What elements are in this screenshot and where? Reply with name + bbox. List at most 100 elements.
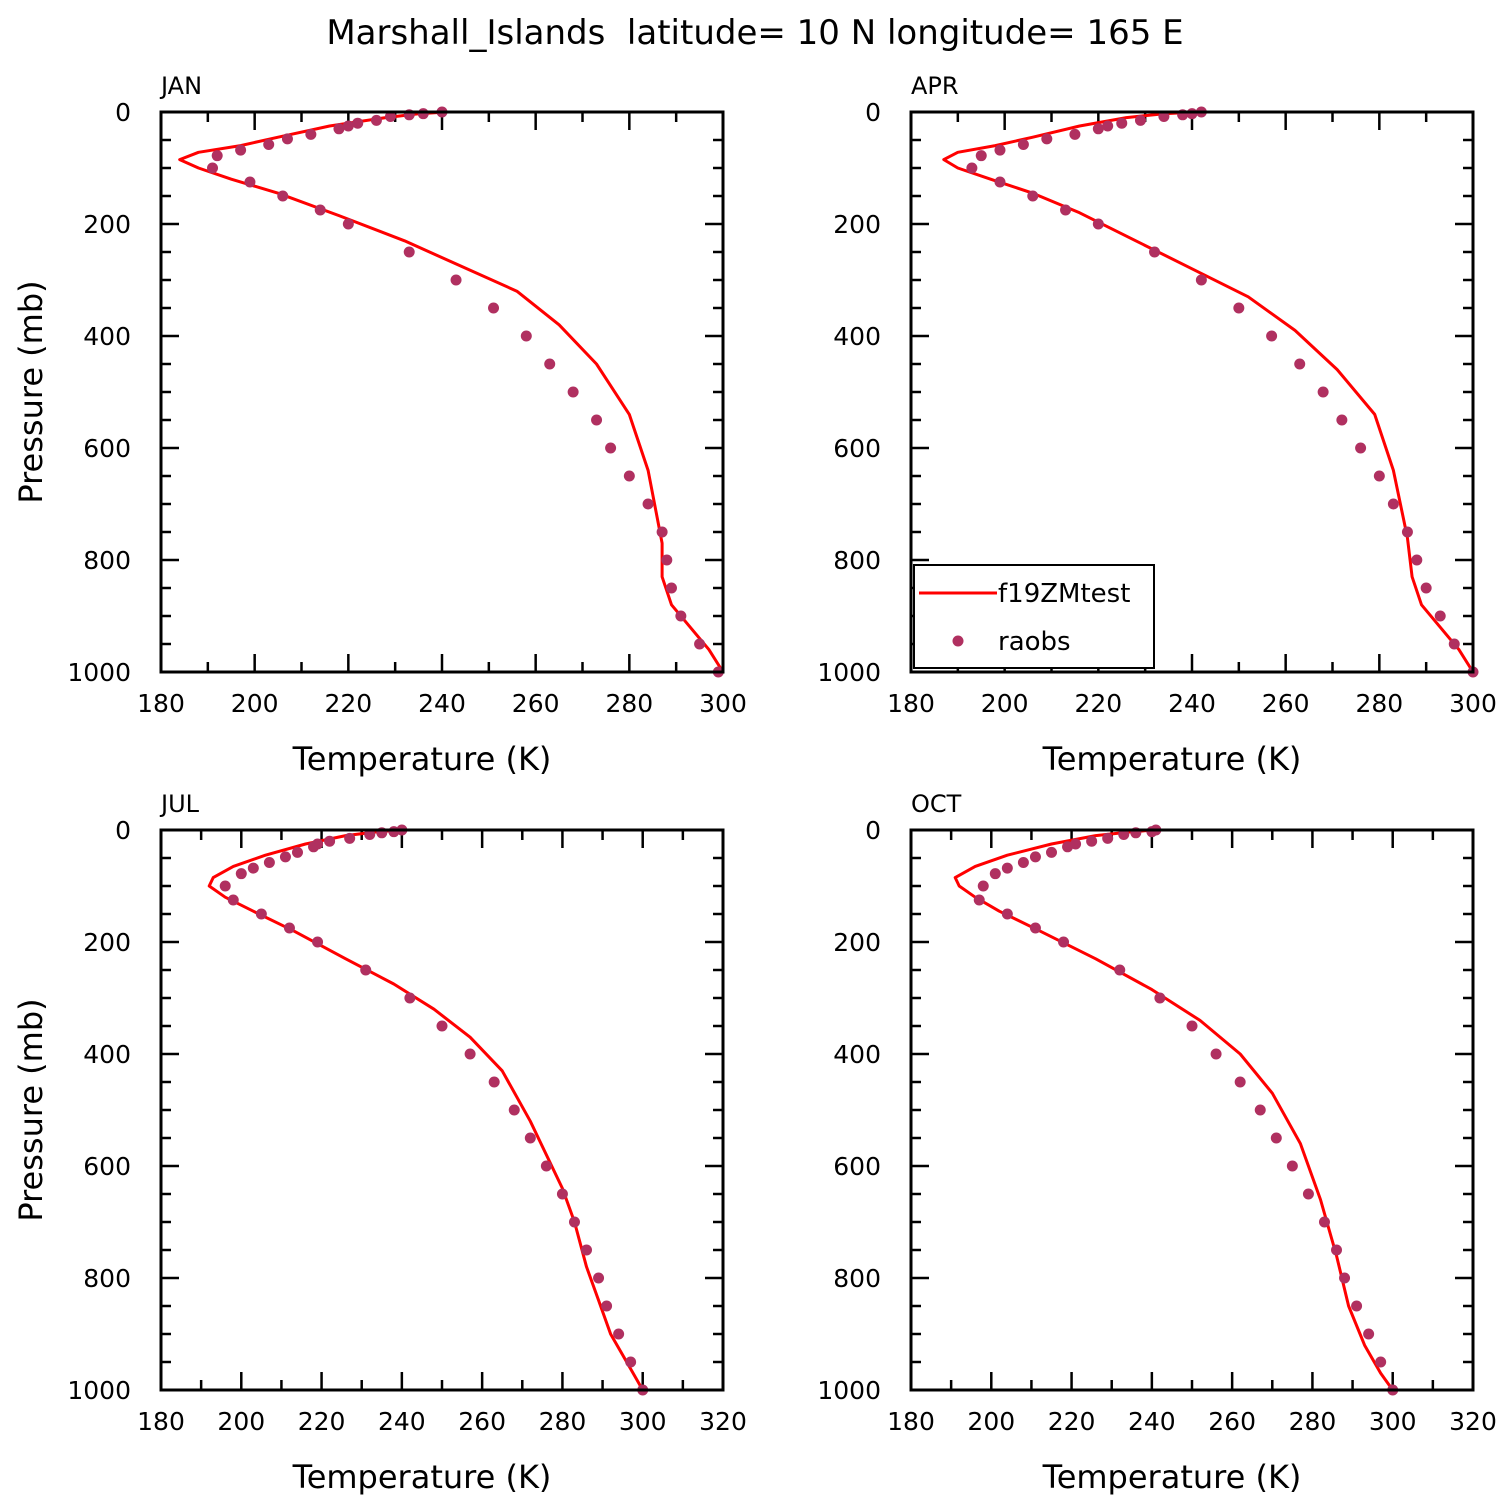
- raobs-point: [1401, 526, 1413, 538]
- raobs-point: [994, 144, 1006, 156]
- raobs-point: [1286, 1160, 1298, 1172]
- x-tick-label: 240: [1168, 689, 1216, 718]
- x-tick-label: 280: [539, 1407, 587, 1436]
- raobs-point: [1092, 123, 1104, 135]
- x-axis-label: Temperature (K): [292, 740, 552, 778]
- x-tick-label: 240: [1128, 1407, 1176, 1436]
- axis-frame-oct: [909, 828, 1475, 1392]
- raobs-point: [591, 414, 603, 426]
- raobs-point: [1317, 386, 1329, 398]
- x-tick-label: 240: [418, 689, 466, 718]
- raobs-point: [279, 851, 291, 863]
- x-tick-label: 300: [1449, 689, 1497, 718]
- axis-frame-apr: [909, 110, 1475, 674]
- raobs-point: [1387, 498, 1399, 510]
- raobs-point: [333, 123, 345, 135]
- y-tick-label: 200: [83, 210, 131, 239]
- y-tick-label: 1000: [817, 1376, 881, 1405]
- raobs-point: [656, 526, 668, 538]
- y-tick-label: 1000: [67, 1376, 131, 1405]
- x-tick-label: 260: [1262, 689, 1310, 718]
- raobs-point: [625, 1356, 637, 1368]
- raobs-point: [227, 894, 239, 906]
- x-tick-label: 300: [619, 1407, 667, 1436]
- raobs-point: [324, 835, 336, 847]
- plot-area-jul: [207, 824, 649, 1396]
- raobs-point: [1355, 442, 1367, 454]
- raobs-point: [642, 498, 654, 510]
- raobs-point: [1116, 117, 1128, 129]
- legend-model-label: f19ZMtest: [998, 579, 1130, 609]
- raobs-point: [1233, 302, 1245, 314]
- model-line-oct: [953, 828, 1394, 1391]
- y-axis-label: Pressure (mb): [12, 280, 50, 503]
- y-tick-label: 200: [833, 210, 881, 239]
- x-axis-label: Temperature (K): [1042, 1458, 1302, 1496]
- panel-label-jan: JAN: [159, 72, 202, 100]
- raobs-point: [244, 176, 256, 188]
- x-tick-label: 280: [1355, 689, 1403, 718]
- raobs-point: [1017, 138, 1029, 150]
- x-tick-label: 200: [981, 689, 1029, 718]
- raobs-point: [1195, 274, 1207, 286]
- y-tick-label: 400: [83, 1040, 131, 1069]
- legend-dot-swatch: [952, 635, 964, 647]
- legend-box: [913, 564, 1155, 669]
- plot-area-jan: [178, 106, 725, 678]
- raobs-point: [977, 880, 989, 892]
- raobs-point: [1001, 862, 1013, 874]
- raobs-point: [556, 1188, 568, 1200]
- raobs-point: [1302, 1188, 1314, 1200]
- raobs-point: [360, 964, 372, 976]
- raobs-point: [520, 330, 532, 342]
- x-tick-label: 180: [887, 1407, 935, 1436]
- raobs-point: [1060, 204, 1072, 216]
- y-tick-label: 200: [83, 928, 131, 957]
- raobs-point: [966, 162, 978, 174]
- raobs-point: [568, 1216, 580, 1228]
- raobs-point: [342, 218, 354, 230]
- panel-jan: JAN 180 200 220 240 260 280 300 0 200 400 600 800 100…: [12, 72, 747, 778]
- raobs-point: [1041, 133, 1053, 145]
- raobs-point: [1448, 638, 1460, 650]
- x-tick-label: 220: [1048, 1407, 1096, 1436]
- x-axis-label: Temperature (K): [292, 1458, 552, 1496]
- x-tick-label: 220: [298, 1407, 346, 1436]
- x-tick-label: 320: [1449, 1407, 1497, 1436]
- raobs-point: [417, 108, 429, 120]
- axis-frame-jul: [159, 828, 725, 1392]
- raobs-point: [1001, 908, 1013, 920]
- raobs-point: [1102, 832, 1114, 844]
- raobs-point: [975, 150, 987, 162]
- x-tick-label: 180: [137, 1407, 185, 1436]
- raobs-point: [308, 841, 320, 853]
- raobs-point: [464, 1048, 476, 1060]
- model-line-jul: [207, 828, 645, 1391]
- y-tick-label: 600: [83, 434, 131, 463]
- raobs-point: [388, 826, 400, 838]
- axis-frame-jan: [159, 110, 725, 674]
- raobs-point: [605, 442, 617, 454]
- raobs-point: [263, 138, 275, 150]
- y-tick-label: 0: [115, 816, 131, 845]
- raobs-point: [623, 470, 635, 482]
- raobs-point: [1420, 582, 1432, 594]
- x-tick-label: 220: [1074, 689, 1122, 718]
- y-axis-label: Pressure (mb): [12, 998, 50, 1221]
- y-tick-label: 400: [83, 322, 131, 351]
- raobs-point: [1017, 856, 1029, 868]
- y-tick-label: 1000: [817, 658, 881, 687]
- raobs-point: [312, 936, 324, 948]
- raobs-point: [661, 554, 673, 566]
- raobs-point: [277, 190, 289, 202]
- raobs-point: [1102, 120, 1114, 132]
- raobs-point: [694, 638, 706, 650]
- raobs-point: [665, 582, 677, 594]
- panel-label-apr: APR: [911, 72, 959, 100]
- raobs-point: [1266, 330, 1278, 342]
- raobs-point: [1046, 846, 1057, 858]
- raobs-point: [291, 846, 303, 858]
- x-axis-label: Temperature (K): [1042, 740, 1302, 778]
- panel-label-oct: OCT: [911, 790, 962, 818]
